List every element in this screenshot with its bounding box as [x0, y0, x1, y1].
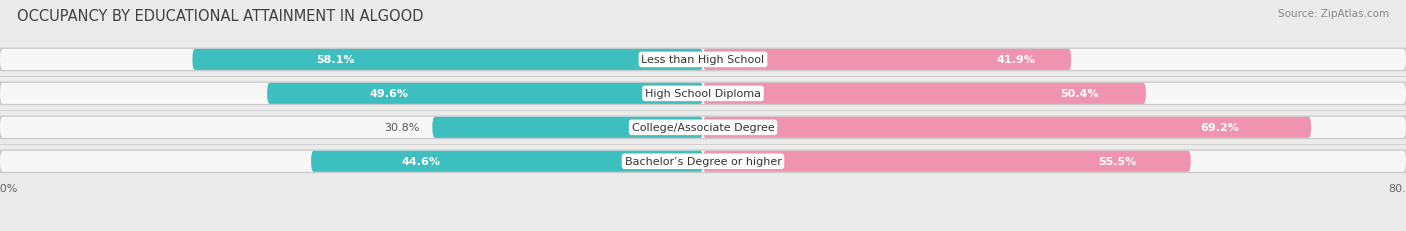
Text: College/Associate Degree: College/Associate Degree — [631, 123, 775, 133]
FancyBboxPatch shape — [0, 150, 1406, 173]
Text: 55.5%: 55.5% — [1098, 157, 1136, 167]
FancyBboxPatch shape — [193, 50, 703, 71]
Text: Less than High School: Less than High School — [641, 55, 765, 65]
FancyBboxPatch shape — [0, 117, 1406, 138]
FancyBboxPatch shape — [0, 151, 1406, 172]
FancyBboxPatch shape — [0, 48, 1406, 72]
FancyBboxPatch shape — [703, 83, 1146, 104]
Text: 44.6%: 44.6% — [401, 157, 440, 167]
FancyBboxPatch shape — [0, 116, 1406, 140]
Text: Bachelor’s Degree or higher: Bachelor’s Degree or higher — [624, 157, 782, 167]
FancyBboxPatch shape — [0, 50, 1406, 71]
FancyBboxPatch shape — [703, 117, 1312, 138]
Text: 58.1%: 58.1% — [316, 55, 354, 65]
FancyBboxPatch shape — [703, 151, 1191, 172]
FancyBboxPatch shape — [0, 83, 1406, 104]
Text: 30.8%: 30.8% — [384, 123, 419, 133]
FancyBboxPatch shape — [703, 50, 1071, 71]
Text: High School Diploma: High School Diploma — [645, 89, 761, 99]
Text: OCCUPANCY BY EDUCATIONAL ATTAINMENT IN ALGOOD: OCCUPANCY BY EDUCATIONAL ATTAINMENT IN A… — [17, 9, 423, 24]
Text: 69.2%: 69.2% — [1201, 123, 1239, 133]
FancyBboxPatch shape — [0, 82, 1406, 106]
FancyBboxPatch shape — [267, 83, 703, 104]
Text: 41.9%: 41.9% — [997, 55, 1035, 65]
Text: Source: ZipAtlas.com: Source: ZipAtlas.com — [1278, 9, 1389, 19]
Text: 50.4%: 50.4% — [1060, 89, 1098, 99]
FancyBboxPatch shape — [433, 117, 703, 138]
Text: 49.6%: 49.6% — [370, 89, 409, 99]
FancyBboxPatch shape — [311, 151, 703, 172]
